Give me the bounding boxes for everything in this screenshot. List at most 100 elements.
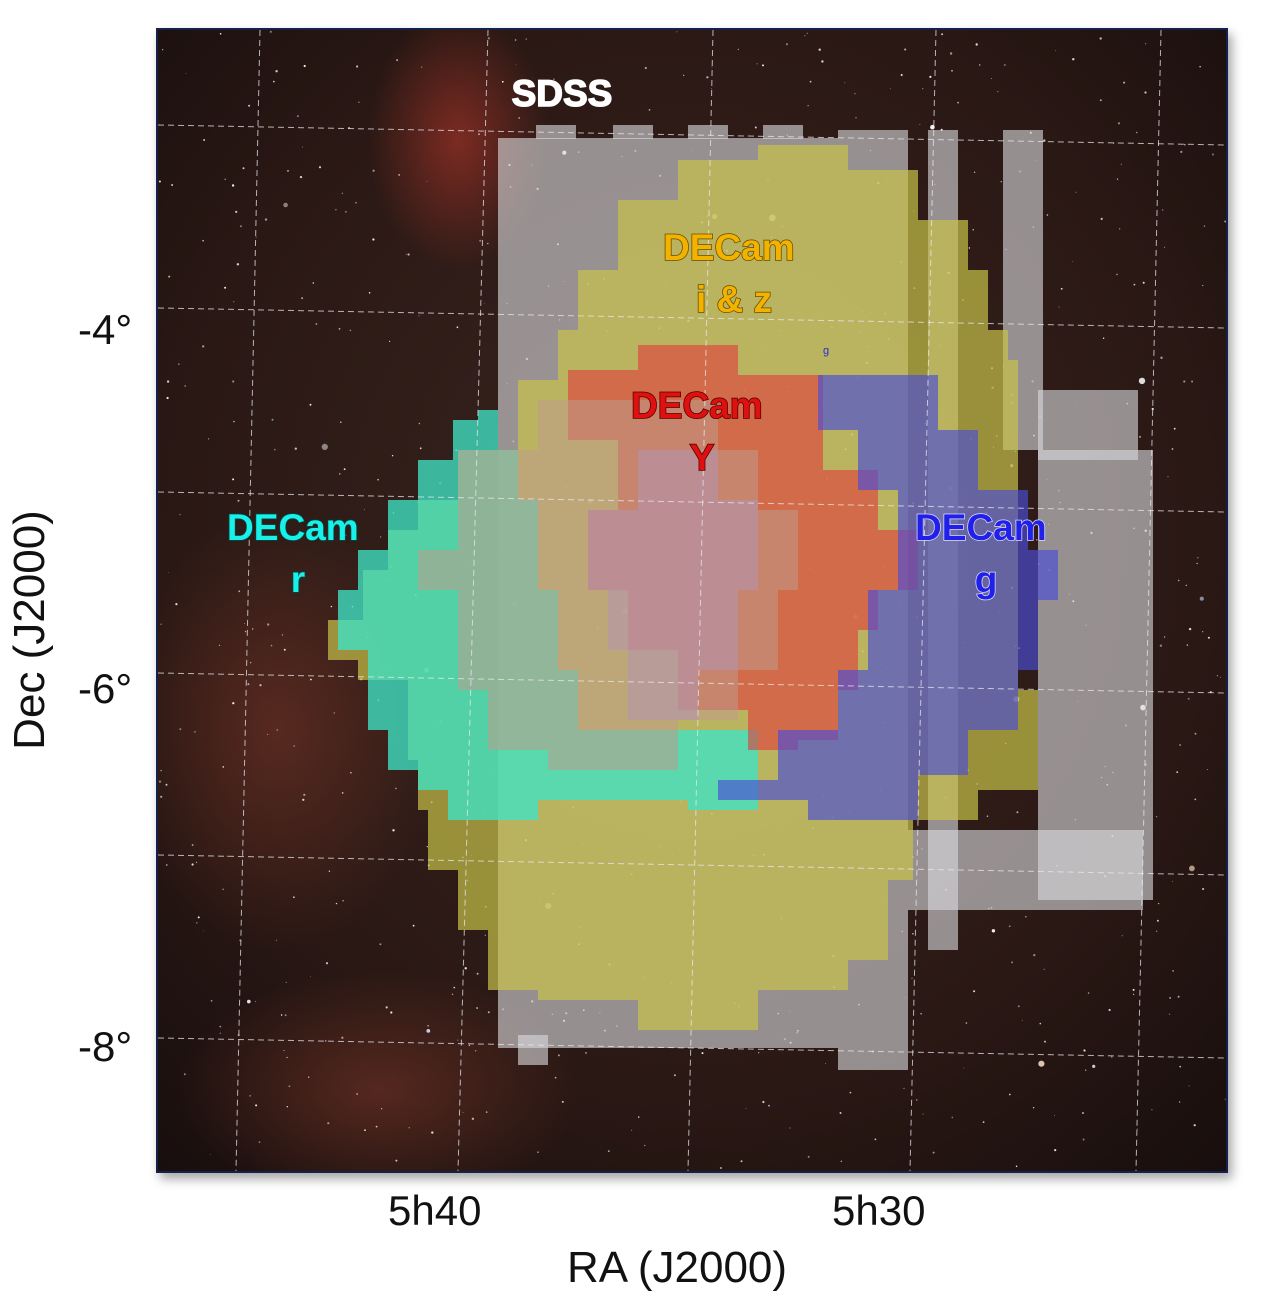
star <box>825 1062 827 1064</box>
star <box>284 1014 287 1017</box>
star <box>903 1087 905 1090</box>
star <box>1058 306 1060 308</box>
star <box>1120 163 1122 165</box>
star <box>991 78 992 80</box>
label-decam-r: DECam r <box>227 507 369 600</box>
star <box>515 64 517 66</box>
dec-tick-minus8: -8° <box>78 1023 133 1070</box>
star <box>1116 273 1118 276</box>
dec-gridline-3 <box>158 491 1226 513</box>
star <box>930 124 935 130</box>
star <box>286 1106 288 1108</box>
star <box>247 999 251 1004</box>
ra-gridline-1 <box>235 30 261 1171</box>
star <box>1164 246 1165 248</box>
star <box>644 1144 646 1147</box>
label-decam-g-line2: g <box>975 559 998 600</box>
star <box>1004 64 1006 66</box>
star <box>160 770 162 772</box>
sky-map-frame: SDSS DECam i & z DECam Y DECam r DECam g… <box>156 28 1228 1173</box>
overlap-center <box>588 450 758 720</box>
star <box>821 60 824 63</box>
star <box>255 1104 258 1107</box>
star <box>236 263 240 266</box>
star <box>363 509 365 511</box>
label-decam-iz-line2: i & z <box>696 279 772 320</box>
star <box>1224 220 1226 223</box>
label-decam-r-line1: DECam <box>227 507 359 548</box>
star <box>1168 1013 1171 1015</box>
star <box>391 455 394 457</box>
star <box>368 292 371 294</box>
star <box>997 91 999 93</box>
star <box>283 202 288 208</box>
star <box>255 535 258 537</box>
star <box>973 171 976 173</box>
star <box>302 146 303 148</box>
star <box>456 326 459 329</box>
star <box>184 385 186 387</box>
star <box>219 1032 222 1034</box>
star <box>209 1154 211 1156</box>
star <box>283 648 286 651</box>
star <box>1179 744 1182 746</box>
star <box>1189 865 1195 872</box>
star <box>1008 925 1011 928</box>
star <box>1139 435 1141 438</box>
star <box>1216 675 1218 677</box>
star <box>178 363 180 365</box>
star <box>372 238 375 241</box>
star <box>350 771 352 774</box>
star <box>196 922 198 924</box>
star <box>1100 217 1103 220</box>
small-mark-g: g <box>823 345 829 357</box>
star <box>168 572 170 573</box>
star <box>514 39 517 41</box>
star <box>160 623 162 625</box>
star <box>854 93 856 95</box>
star <box>525 38 527 40</box>
star <box>849 1091 852 1094</box>
star <box>381 1108 383 1110</box>
star <box>1194 798 1197 801</box>
star <box>607 1150 610 1152</box>
star <box>280 1014 283 1016</box>
star <box>912 933 914 935</box>
star <box>296 115 299 118</box>
star <box>585 1052 587 1054</box>
star <box>1155 930 1158 932</box>
star <box>427 1025 429 1027</box>
star <box>390 1011 393 1014</box>
star <box>1123 81 1126 84</box>
star <box>561 1100 564 1103</box>
star <box>299 175 303 179</box>
star <box>249 1095 251 1097</box>
star <box>1224 1098 1226 1100</box>
star <box>309 403 312 406</box>
star <box>1083 1049 1086 1052</box>
star <box>166 380 170 383</box>
star <box>1138 377 1146 385</box>
star <box>345 211 347 213</box>
ra-gridline-5 <box>1135 30 1162 1171</box>
star <box>412 924 415 927</box>
star <box>1111 1056 1113 1058</box>
star <box>1082 1112 1084 1114</box>
star <box>719 1166 723 1170</box>
star <box>900 74 903 76</box>
star <box>922 88 924 90</box>
label-decam-r-line2: r <box>291 559 305 600</box>
star <box>1184 143 1186 146</box>
star <box>395 787 397 790</box>
star <box>165 783 168 786</box>
star <box>244 630 247 633</box>
star <box>638 1116 640 1118</box>
star <box>1211 153 1214 156</box>
star <box>340 421 342 423</box>
star <box>1135 131 1138 134</box>
star <box>158 180 161 183</box>
label-decam-g-line1: DECam <box>915 507 1047 548</box>
star <box>267 623 270 626</box>
star <box>175 603 178 606</box>
star <box>1207 769 1209 770</box>
